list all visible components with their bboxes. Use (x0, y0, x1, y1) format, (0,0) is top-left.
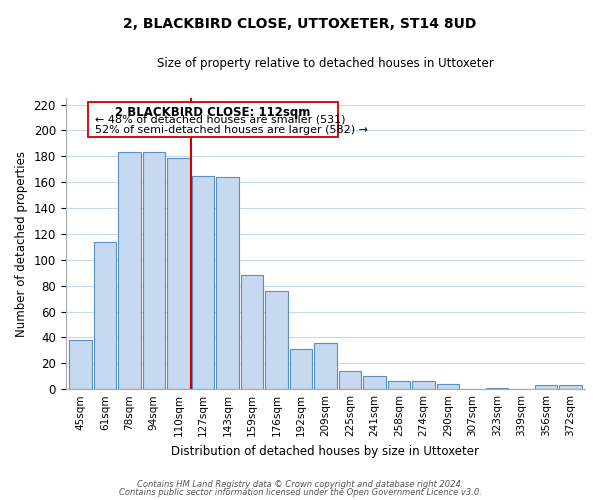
Bar (94, 242, 116, 389)
Text: Contains public sector information licensed under the Open Government Licence v3: Contains public sector information licen… (119, 488, 481, 497)
Bar (69, 340, 92, 389)
Text: ← 48% of detached houses are smaller (531): ← 48% of detached houses are smaller (53… (95, 115, 346, 125)
Text: 2 BLACKBIRD CLOSE: 112sqm: 2 BLACKBIRD CLOSE: 112sqm (115, 106, 310, 119)
Bar (437, 384, 459, 389)
Bar (191, 176, 214, 389)
Bar (241, 276, 263, 389)
Bar (363, 376, 386, 389)
Text: 52% of semi-detached houses are larger (582) →: 52% of semi-detached houses are larger (… (95, 125, 368, 135)
Bar (290, 349, 312, 389)
Y-axis label: Number of detached properties: Number of detached properties (15, 150, 28, 336)
Bar (216, 177, 239, 389)
Title: Size of property relative to detached houses in Uttoxeter: Size of property relative to detached ho… (157, 58, 494, 70)
Bar (485, 388, 508, 389)
Bar (143, 152, 165, 389)
Bar (314, 342, 337, 389)
Bar (338, 371, 361, 389)
Bar (388, 382, 410, 389)
Bar (118, 152, 140, 389)
Bar (559, 386, 581, 389)
Text: Contains HM Land Registry data © Crown copyright and database right 2024.: Contains HM Land Registry data © Crown c… (137, 480, 463, 489)
Bar (265, 291, 287, 389)
X-axis label: Distribution of detached houses by size in Uttoxeter: Distribution of detached houses by size … (172, 444, 479, 458)
Bar (412, 382, 434, 389)
Bar (535, 386, 557, 389)
FancyBboxPatch shape (88, 102, 338, 137)
Bar (167, 158, 190, 389)
Text: 2, BLACKBIRD CLOSE, UTTOXETER, ST14 8UD: 2, BLACKBIRD CLOSE, UTTOXETER, ST14 8UD (124, 18, 476, 32)
